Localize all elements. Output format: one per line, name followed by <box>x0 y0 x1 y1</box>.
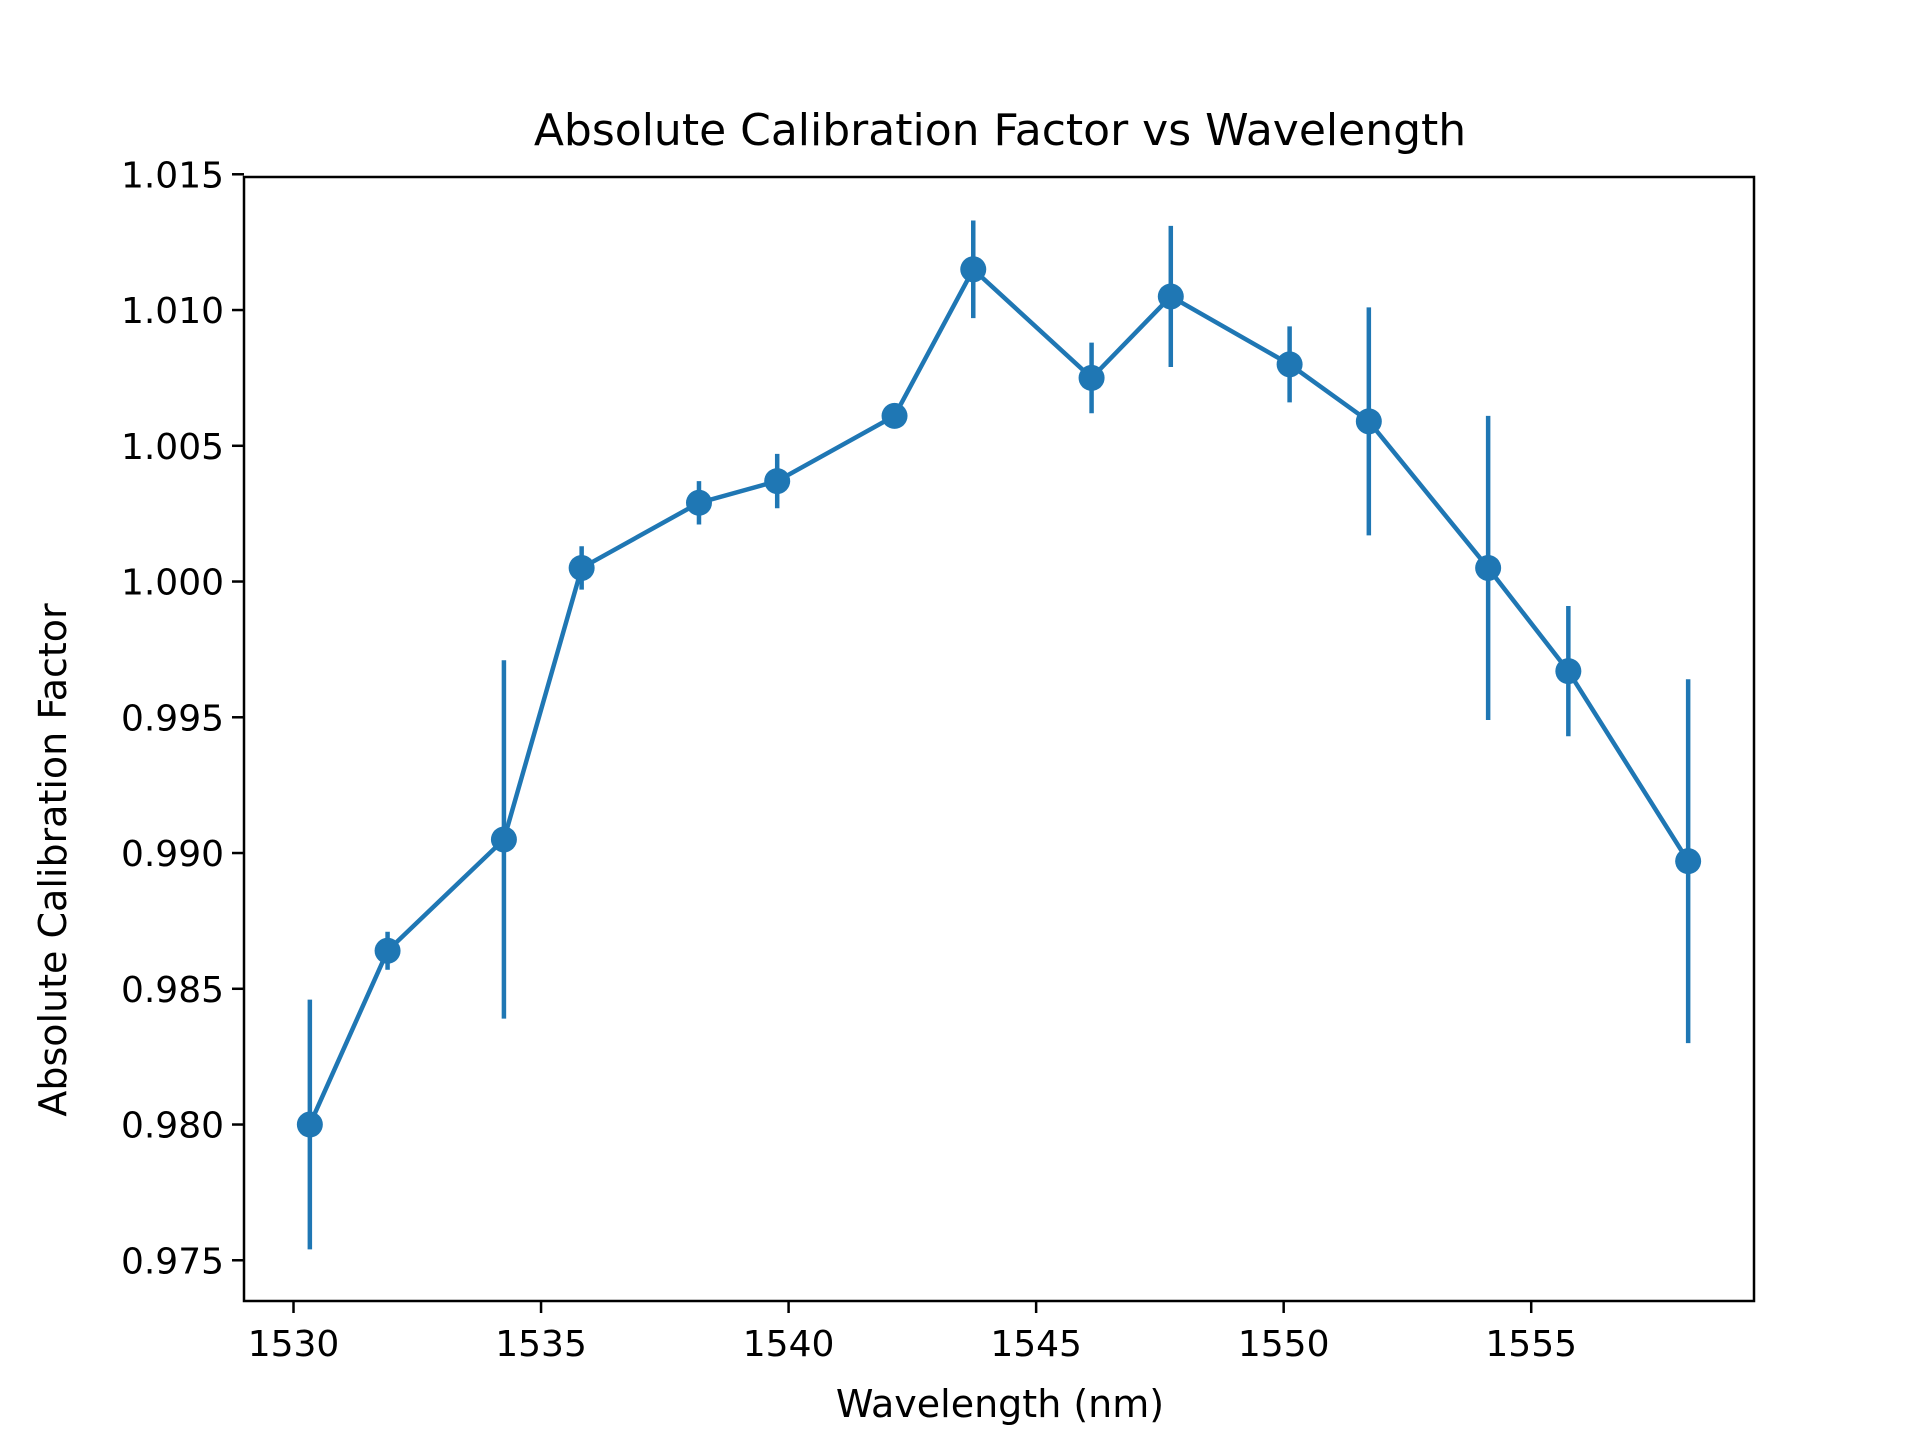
x-tick-label: 1550 <box>1238 1324 1330 1365</box>
data-point <box>960 256 987 283</box>
data-point <box>1475 554 1502 581</box>
plot-area-frame <box>242 175 1756 1303</box>
data-point <box>1555 658 1582 685</box>
series-line <box>307 265 1691 1126</box>
data-point <box>685 489 712 516</box>
x-tick-label: 1530 <box>248 1324 340 1365</box>
y-tick-label: 1.005 <box>121 427 224 468</box>
y-tick-label: 0.985 <box>121 970 224 1011</box>
x-axis-ticks: 1530 1535 1540 1545 1550 1555 <box>248 1301 1577 1365</box>
y-tick-label: 0.975 <box>121 1241 224 1282</box>
data-point <box>1276 351 1303 378</box>
data-point <box>764 468 791 495</box>
y-tick-label: 0.990 <box>121 834 224 875</box>
y-tick-label: 1.010 <box>121 291 224 332</box>
data-markers <box>296 256 1702 1138</box>
y-axis-label: Absolute Calibration Factor <box>31 603 75 1117</box>
x-tick-label: 1540 <box>743 1324 835 1365</box>
y-axis-ticks: 0.975 0.980 0.985 0.990 0.995 1.000 1.005 1.010… <box>121 155 244 1282</box>
y-tick-label: 1.000 <box>121 563 224 604</box>
data-point <box>374 937 401 964</box>
y-tick-label: 0.995 <box>121 698 224 739</box>
x-tick-label: 1555 <box>1485 1324 1577 1365</box>
data-point <box>568 554 595 581</box>
y-tick-label: 1.015 <box>121 155 224 196</box>
data-point <box>296 1111 323 1138</box>
y-tick-label: 0.980 <box>121 1106 224 1147</box>
chart-title: Absolute Calibration Factor vs Wavelengt… <box>534 105 1466 156</box>
x-tick-label: 1535 <box>495 1324 587 1365</box>
error-bars <box>307 220 1691 1250</box>
data-point <box>1355 408 1382 435</box>
data-point <box>1157 283 1184 310</box>
data-point <box>1078 364 1105 391</box>
data-point <box>490 826 517 853</box>
x-tick-label: 1545 <box>990 1324 1082 1365</box>
data-point <box>881 402 908 429</box>
x-axis-label: Wavelength (nm) <box>836 1382 1164 1426</box>
data-point <box>1675 848 1702 875</box>
